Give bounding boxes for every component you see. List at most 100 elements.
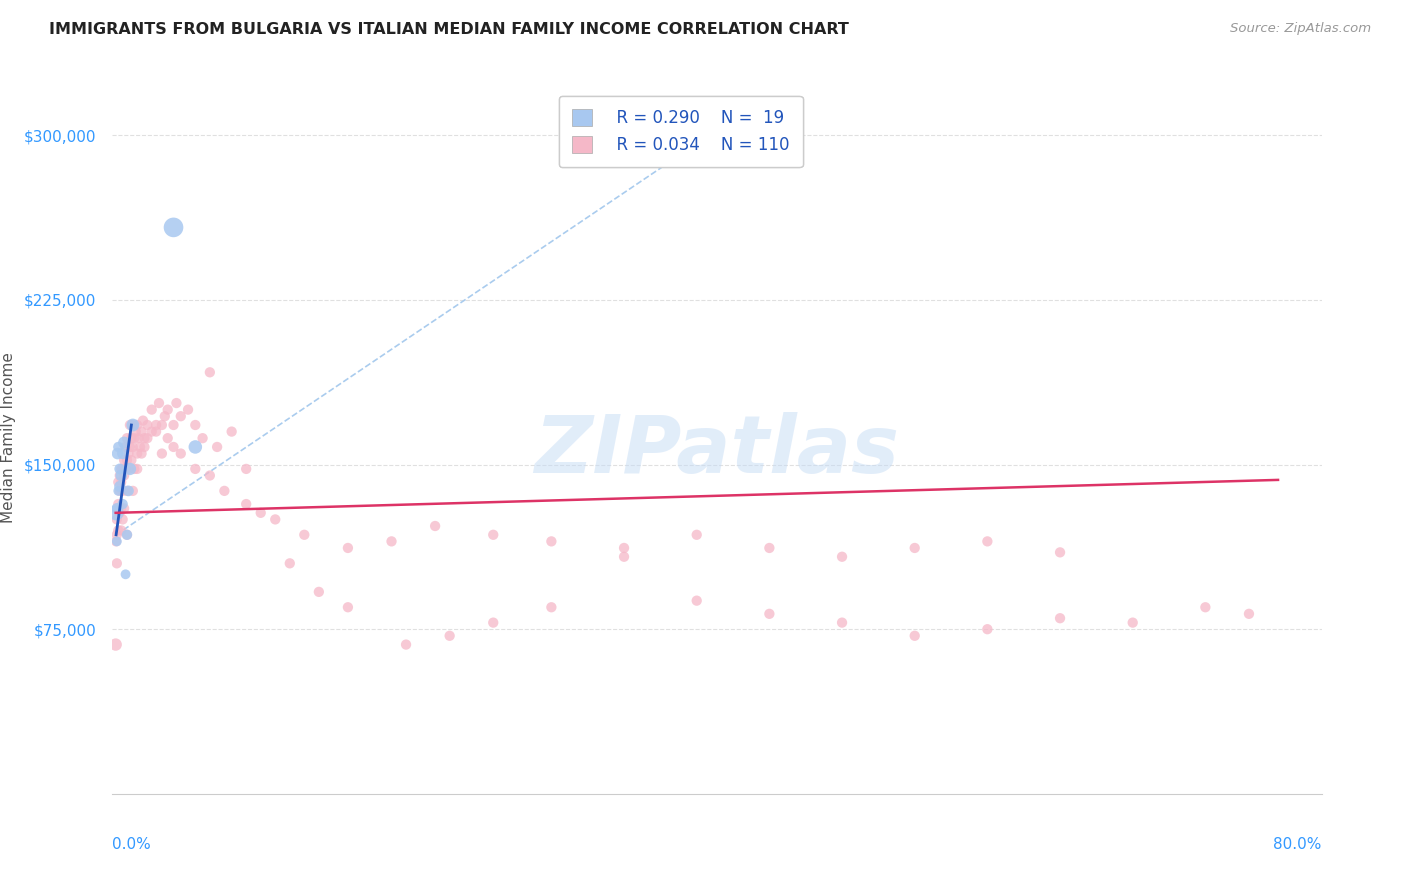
Point <box>105 506 128 520</box>
Point <box>141 425 163 439</box>
Point <box>264 512 287 526</box>
Point <box>136 431 159 445</box>
Point <box>108 483 131 498</box>
Point <box>121 440 143 454</box>
Point <box>125 425 148 439</box>
Point <box>112 501 135 516</box>
Point <box>127 446 149 460</box>
Legend:   R = 0.290    N =  19,   R = 0.034    N = 110: R = 0.290 N = 19, R = 0.034 N = 110 <box>560 95 803 167</box>
Point <box>150 417 173 432</box>
Point <box>121 417 143 432</box>
Point <box>336 600 359 615</box>
Point <box>150 446 173 460</box>
Point <box>482 615 505 630</box>
Point <box>278 557 301 571</box>
Point <box>758 541 780 555</box>
Y-axis label: Median Family Income: Median Family Income <box>0 351 15 523</box>
Point <box>831 615 853 630</box>
Point <box>112 435 135 450</box>
Point <box>198 468 221 483</box>
Point <box>145 417 167 432</box>
Point <box>148 396 170 410</box>
Point <box>249 506 271 520</box>
Point <box>107 440 129 454</box>
Point <box>1237 607 1260 621</box>
Point <box>118 440 141 454</box>
Point <box>107 475 129 489</box>
Point <box>107 524 129 538</box>
Point <box>117 483 139 498</box>
Point <box>129 440 152 454</box>
Point <box>235 497 257 511</box>
Point <box>686 593 709 607</box>
Point <box>1049 545 1071 559</box>
Point <box>110 524 132 538</box>
Point <box>120 453 142 467</box>
Point <box>110 468 132 483</box>
Point <box>110 475 132 489</box>
Point <box>112 453 135 467</box>
Point <box>1194 600 1216 615</box>
Point <box>141 402 163 417</box>
Text: ZIPatlas: ZIPatlas <box>534 412 900 491</box>
Point <box>336 541 359 555</box>
Point <box>976 622 998 636</box>
Point <box>613 549 636 564</box>
Point <box>115 483 138 498</box>
Text: 0.0%: 0.0% <box>112 837 152 852</box>
Point <box>105 512 128 526</box>
Point <box>380 534 402 549</box>
Text: 80.0%: 80.0% <box>1274 837 1322 852</box>
Point <box>165 396 187 410</box>
Point <box>976 534 998 549</box>
Point <box>156 431 179 445</box>
Point <box>127 462 149 476</box>
Point <box>118 417 141 432</box>
Point <box>114 462 136 476</box>
Point <box>108 479 131 493</box>
Point <box>107 483 129 498</box>
Point <box>132 414 155 428</box>
Point <box>105 534 128 549</box>
Point <box>117 446 139 460</box>
Point <box>111 497 134 511</box>
Point <box>184 462 207 476</box>
Point <box>112 468 135 483</box>
Point <box>108 506 131 520</box>
Point <box>613 541 636 555</box>
Point <box>134 431 156 445</box>
Point <box>904 629 927 643</box>
Point <box>111 512 134 526</box>
Point <box>308 585 330 599</box>
Point <box>423 519 446 533</box>
Point <box>120 431 142 445</box>
Point <box>104 638 127 652</box>
Point <box>111 483 134 498</box>
Point <box>114 440 136 454</box>
Point <box>105 557 128 571</box>
Point <box>111 446 134 460</box>
Point <box>105 534 128 549</box>
Point <box>191 431 214 445</box>
Point <box>162 440 184 454</box>
Point <box>170 446 193 460</box>
Point <box>121 417 143 432</box>
Point <box>904 541 927 555</box>
Point <box>107 497 129 511</box>
Point <box>114 567 136 582</box>
Point <box>105 501 128 516</box>
Point <box>117 462 139 476</box>
Point <box>221 425 243 439</box>
Point <box>118 462 141 476</box>
Point <box>107 501 129 516</box>
Point <box>184 440 207 454</box>
Point <box>686 528 709 542</box>
Point <box>110 501 132 516</box>
Point <box>235 462 257 476</box>
Point <box>439 629 461 643</box>
Point <box>184 417 207 432</box>
Point <box>134 440 156 454</box>
Point <box>127 417 149 432</box>
Point <box>162 417 184 432</box>
Point <box>111 462 134 476</box>
